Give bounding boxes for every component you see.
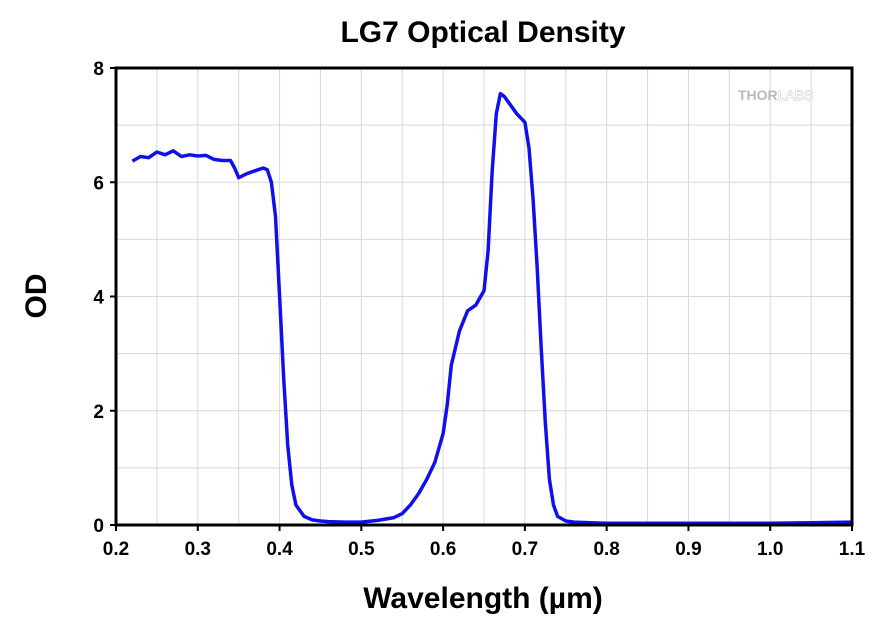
x-tick-label: 0.6	[430, 539, 456, 560]
od-series-line	[131, 91, 853, 526]
y-axis-ticks: 0 2 4 6 8	[93, 59, 116, 537]
x-tick-label: 1.0	[757, 539, 783, 560]
y-tick-label: 8	[93, 59, 104, 80]
x-tick-label: 0.2	[103, 539, 129, 560]
x-tick-label: 1.1	[839, 539, 866, 560]
x-tick-label: 0.9	[675, 539, 701, 560]
y-tick-label: 0	[93, 516, 104, 537]
y-tick-label: 4	[93, 288, 104, 309]
x-axis-ticks: 0.2 0.3 0.4 0.5 0.6 0.7 0.8 0.9 1.0 1.1	[103, 525, 866, 560]
x-tick-label: 0.3	[185, 539, 211, 560]
y-tick-label: 2	[93, 402, 104, 423]
svg-text:THORLABS: THORLABS	[738, 87, 813, 103]
x-axis-label: Wavelength (µm)	[363, 582, 603, 615]
x-tick-label: 0.4	[266, 539, 293, 560]
x-tick-label: 0.8	[593, 539, 619, 560]
thorlabs-watermark: THORLABS	[738, 87, 814, 104]
x-tick-label: 0.7	[512, 539, 538, 560]
x-tick-label: 0.5	[348, 539, 375, 560]
y-tick-label: 6	[93, 173, 104, 194]
grid	[115, 67, 853, 526]
watermark-labs: LABS	[778, 87, 814, 103]
chart-title: LG7 Optical Density	[340, 16, 625, 49]
watermark-thor: THOR	[738, 87, 778, 103]
y-axis-label: OD	[20, 274, 53, 319]
